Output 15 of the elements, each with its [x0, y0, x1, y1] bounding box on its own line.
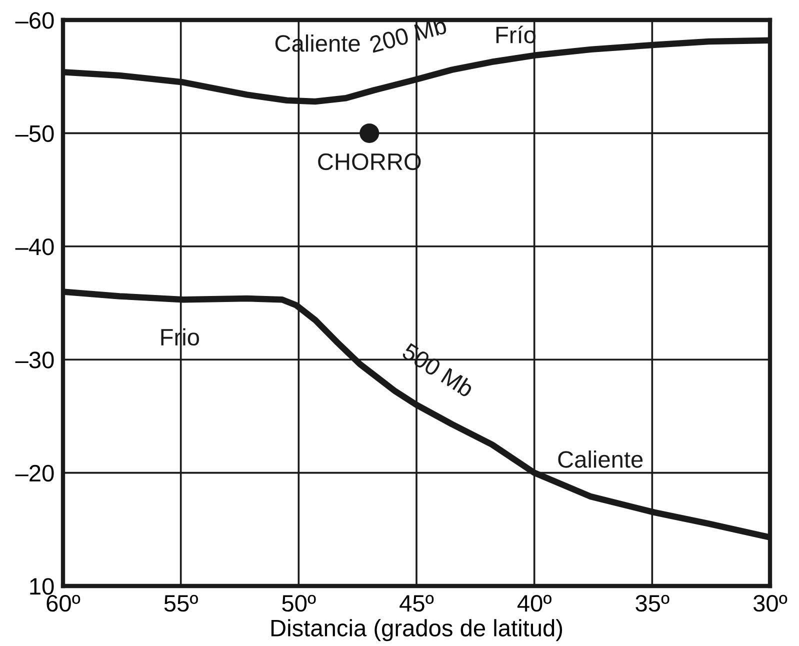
x-tick-label: 50º — [282, 594, 316, 612]
y-tick-label: –50 — [15, 125, 54, 142]
x-tick-label: 30º — [753, 594, 788, 612]
y-tick-label: 10 — [30, 578, 54, 595]
x-tick-label: 35º — [636, 594, 670, 612]
y-tick-label: –40 — [15, 238, 54, 256]
x-axis-title: Distancia (grados de latitud) — [271, 619, 562, 642]
x-tick-label: 45º — [400, 594, 434, 612]
x-tick-label: 40º — [517, 594, 552, 612]
x-tick-label: 55º — [164, 594, 198, 612]
y-tick-label: –60 — [15, 12, 54, 29]
annotation: Caliente — [558, 450, 643, 468]
y-tick-label: –30 — [15, 352, 54, 368]
y-tick-label: –20 — [15, 464, 54, 482]
x-tick-label: 60º — [46, 594, 80, 612]
